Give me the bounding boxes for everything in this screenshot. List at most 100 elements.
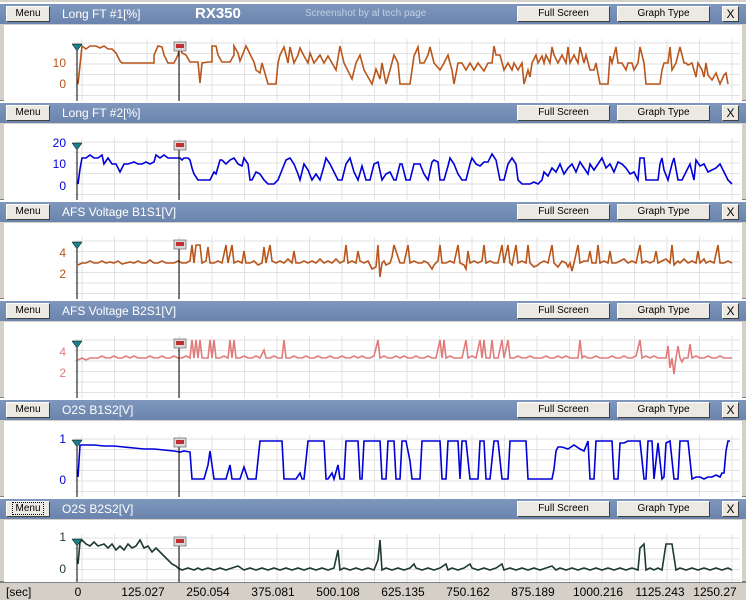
full-screen-button[interactable]: Full Screen bbox=[517, 105, 610, 121]
graph-panel-afs-b2s1: Menu AFS Voltage B2S1[V] Full Screen Gra… bbox=[0, 299, 746, 398]
y-tick-label: 10 bbox=[53, 56, 67, 70]
cursor-flag-icon[interactable] bbox=[173, 338, 187, 349]
full-screen-button[interactable]: Full Screen bbox=[517, 402, 610, 418]
y-tick-label: 20 bbox=[53, 136, 67, 150]
menu-button[interactable]: Menu bbox=[6, 6, 50, 22]
graph-type-button[interactable]: Graph Type bbox=[617, 303, 710, 319]
panel-title: Long FT #2[%] bbox=[62, 106, 141, 120]
x-axis-unit: [sec] bbox=[6, 585, 32, 599]
close-button[interactable]: X bbox=[722, 204, 739, 220]
graph-panel-long-ft-2: Menu Long FT #2[%] Full Screen Graph Typ… bbox=[0, 101, 746, 200]
x-tick-label: 625.135 bbox=[381, 585, 425, 599]
chart-svg: 4 2 bbox=[59, 237, 740, 299]
graph-type-button[interactable]: Graph Type bbox=[617, 6, 710, 22]
signal-trace bbox=[77, 439, 730, 482]
graph-type-button[interactable]: Graph Type bbox=[617, 105, 710, 121]
panel-titlebar: Menu Long FT #2[%] Full Screen Graph Typ… bbox=[0, 103, 746, 123]
menu-button[interactable]: Menu bbox=[6, 303, 50, 319]
x-tick-label: 500.108 bbox=[316, 585, 360, 599]
y-tick-label: 2 bbox=[59, 366, 66, 380]
x-tick-label: 1250.27 bbox=[693, 585, 737, 599]
plot-area[interactable]: 20 10 0 bbox=[4, 124, 742, 200]
graph-panel-o2s-b1s2: Menu O2S B1S2[V] Full Screen Graph Type … bbox=[0, 398, 746, 497]
y-tick-label: 0 bbox=[59, 179, 66, 193]
chart-svg: 1 0 bbox=[59, 432, 740, 497]
panel-titlebar: Menu O2S B1S2[V] Full Screen Graph Type … bbox=[0, 400, 746, 420]
x-axis-bar: [sec] 0 125.027 250.054 375.081 500.108 … bbox=[0, 582, 746, 600]
panel-titlebar: Menu Long FT #1[%] RX350 Screenshot by a… bbox=[0, 4, 746, 24]
panel-title: Long FT #1[%] bbox=[62, 7, 141, 21]
graph-type-button[interactable]: Graph Type bbox=[617, 402, 710, 418]
signal-trace bbox=[77, 42, 729, 87]
x-tick-label: 875.189 bbox=[511, 585, 555, 599]
y-tick-label: 1 bbox=[59, 432, 66, 446]
full-screen-button[interactable]: Full Screen bbox=[517, 204, 610, 220]
panel-titlebar: Menu AFS Voltage B2S1[V] Full Screen Gra… bbox=[0, 301, 746, 321]
chart-svg: 4 2 bbox=[59, 336, 740, 398]
x-tick-label: 375.081 bbox=[251, 585, 295, 599]
menu-button-label: Menu bbox=[12, 502, 44, 515]
x-tick-label: 0 bbox=[74, 585, 82, 599]
start-marker[interactable] bbox=[71, 439, 83, 497]
y-tick-label: 1 bbox=[59, 530, 66, 544]
panel-title: AFS Voltage B2S1[V] bbox=[62, 304, 177, 318]
chart-svg: 10 0 bbox=[53, 39, 740, 101]
close-button[interactable]: X bbox=[722, 105, 739, 121]
grid-lines bbox=[74, 336, 740, 398]
full-screen-button[interactable]: Full Screen bbox=[517, 6, 610, 22]
signal-trace bbox=[77, 538, 733, 572]
graph-panel-long-ft-1: Menu Long FT #1[%] RX350 Screenshot by a… bbox=[0, 2, 746, 101]
chart-svg: 1 0 bbox=[59, 530, 740, 582]
plot-area[interactable]: 1 0 bbox=[4, 421, 742, 497]
menu-button[interactable]: Menu bbox=[6, 501, 50, 517]
x-tick-label: 750.162 bbox=[446, 585, 490, 599]
y-tick-label: 4 bbox=[59, 246, 66, 260]
menu-button[interactable]: Menu bbox=[6, 402, 50, 418]
close-button[interactable]: X bbox=[722, 6, 739, 22]
app-title: RX350 bbox=[195, 5, 241, 22]
menu-button[interactable]: Menu bbox=[6, 105, 50, 121]
close-button[interactable]: X bbox=[722, 402, 739, 418]
close-button[interactable]: X bbox=[722, 501, 739, 517]
panel-title: O2S B1S2[V] bbox=[62, 403, 134, 417]
graph-type-button[interactable]: Graph Type bbox=[617, 501, 710, 517]
plot-area[interactable]: 10 0 bbox=[4, 25, 742, 101]
menu-button[interactable]: Menu bbox=[6, 204, 50, 220]
cursor-flag-icon[interactable] bbox=[173, 41, 187, 52]
close-button[interactable]: X bbox=[722, 303, 739, 319]
cursor-flag-icon[interactable] bbox=[173, 140, 187, 151]
panel-title: O2S B2S2[V] bbox=[62, 502, 134, 516]
cursor-flag-icon[interactable] bbox=[173, 239, 187, 250]
signal-trace bbox=[77, 152, 733, 185]
cursor-flag-icon[interactable] bbox=[173, 536, 187, 547]
start-marker[interactable] bbox=[71, 340, 83, 398]
graph-panel-afs-b1s1: Menu AFS Voltage B1S1[V] Full Screen Gra… bbox=[0, 200, 746, 299]
panel-titlebar: Menu AFS Voltage B1S1[V] Full Screen Gra… bbox=[0, 202, 746, 222]
cursor-flag-icon[interactable] bbox=[173, 437, 187, 448]
y-tick-label: 0 bbox=[59, 562, 66, 576]
x-tick-label: 125.027 bbox=[121, 585, 165, 599]
signal-trace bbox=[77, 244, 733, 278]
start-marker[interactable] bbox=[71, 241, 83, 299]
y-tick-label: 10 bbox=[53, 157, 67, 171]
plot-area[interactable]: 4 2 bbox=[4, 223, 742, 299]
start-marker[interactable] bbox=[71, 43, 83, 101]
panel-titlebar: Menu O2S B2S2[V] Full Screen Graph Type … bbox=[0, 499, 746, 519]
plot-area[interactable]: 1 0 bbox=[4, 520, 742, 582]
x-tick-label: 1125.243 bbox=[635, 585, 685, 599]
start-marker[interactable] bbox=[71, 538, 83, 582]
y-tick-label: 2 bbox=[59, 267, 66, 281]
y-tick-label: 0 bbox=[59, 77, 66, 91]
x-tick-label: 250.054 bbox=[186, 585, 230, 599]
y-tick-label: 4 bbox=[59, 345, 66, 359]
credit-text: Screenshot by al tech page bbox=[305, 8, 427, 19]
full-screen-button[interactable]: Full Screen bbox=[517, 303, 610, 319]
chart-svg: 20 10 0 bbox=[53, 136, 740, 200]
y-tick-label: 0 bbox=[59, 473, 66, 487]
panel-title: AFS Voltage B1S1[V] bbox=[62, 205, 177, 219]
full-screen-button[interactable]: Full Screen bbox=[517, 501, 610, 517]
graph-type-button[interactable]: Graph Type bbox=[617, 204, 710, 220]
signal-trace bbox=[77, 339, 732, 375]
plot-area[interactable]: 4 2 bbox=[4, 322, 742, 398]
start-marker[interactable] bbox=[71, 142, 83, 200]
